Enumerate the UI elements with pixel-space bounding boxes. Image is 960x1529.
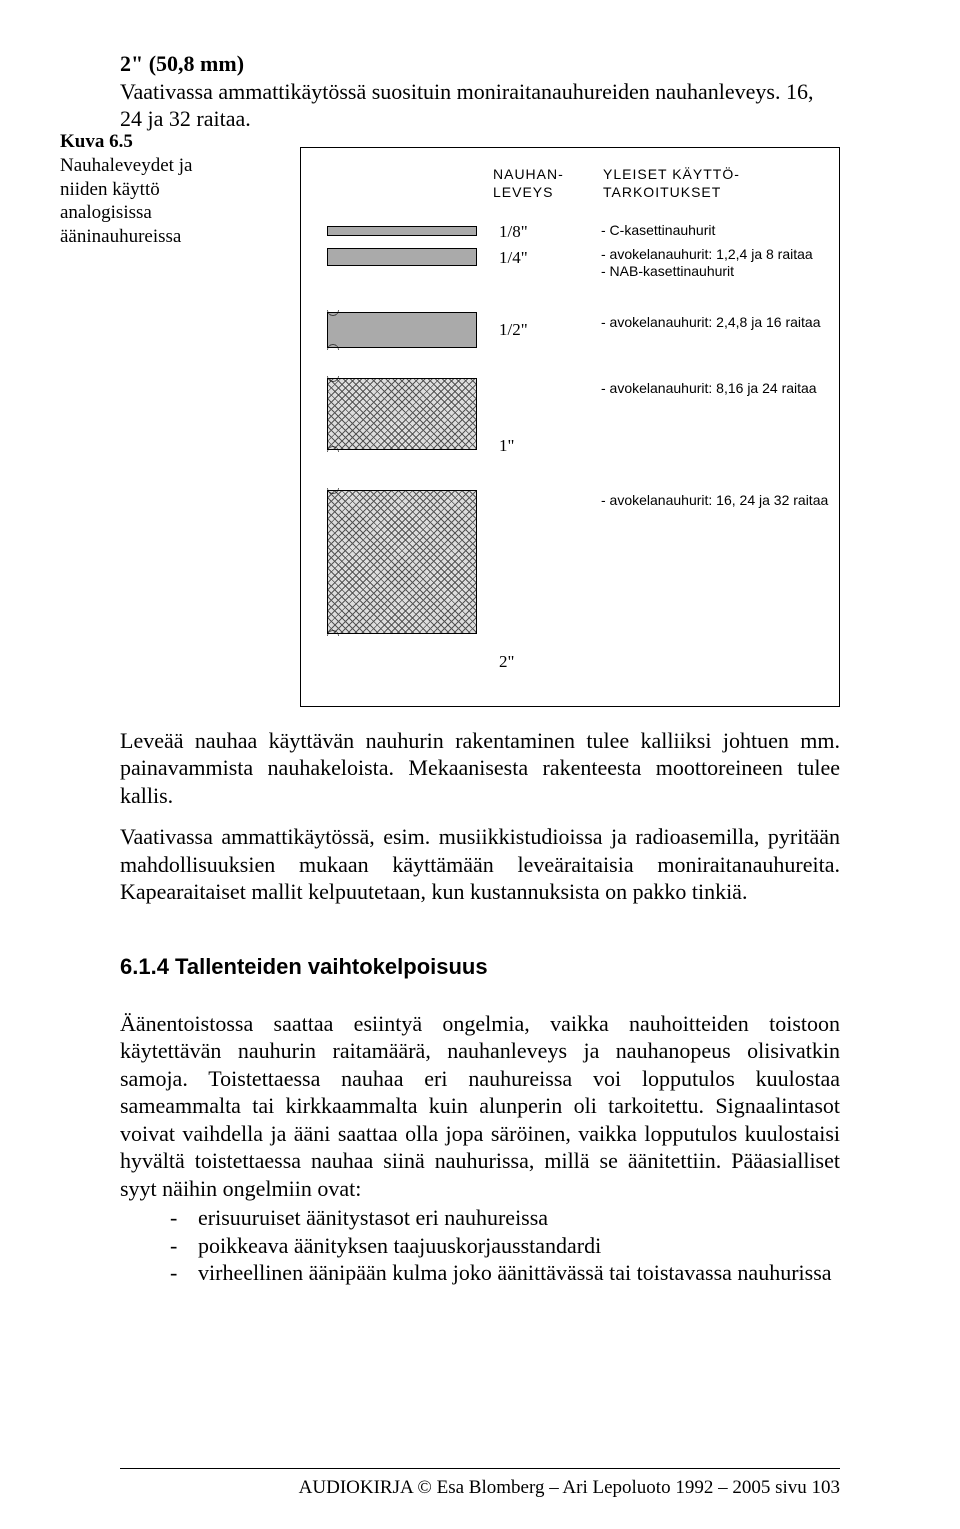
figure-caption-text: Nauhaleveydet ja niiden käyttö analogisi… [60, 155, 192, 247]
tape-desc: - avokelanauhurit: 2,4,8 ja 16 raitaa [601, 314, 820, 332]
footer-rule [120, 1468, 840, 1469]
list-item: poikkeava äänityksen taajuuskorjausstand… [170, 1232, 840, 1260]
tape-desc: - avokelanauhurit: 8,16 ja 24 raitaa [601, 380, 817, 398]
tape-strip [327, 226, 477, 236]
tape-size-label: 1/2" [499, 320, 528, 340]
list-item: virheellinen äänipään kulma joko äänittä… [170, 1259, 840, 1287]
tape-size-label: 2" [499, 652, 514, 672]
tape-strip [327, 248, 477, 266]
figure-col-header: LEVEYS [493, 184, 553, 200]
tape-desc: - C-kasettinauhurit [601, 222, 715, 240]
tape-widths-figure: NAUHAN- LEVEYS YLEISET KÄYTTÖ- TARKOITUK… [300, 147, 840, 707]
body-paragraph: Vaativassa ammattikäytössä, esim. musiik… [120, 823, 840, 906]
footer-text: AUDIOKIRJA © Esa Blomberg – Ari Lepoluot… [299, 1477, 840, 1499]
heading-title: 2" (50,8 mm) [120, 51, 244, 76]
figure-col-header: NAUHAN- [493, 166, 564, 182]
figure-col-header: YLEISET KÄYTTÖ- [603, 166, 740, 182]
tape-size-label: 1/8" [499, 222, 528, 242]
tape-strip [327, 378, 477, 450]
heading-block: 2" (50,8 mm) Vaativassa ammattikäytössä … [120, 50, 840, 133]
tape-size-label: 1" [499, 436, 514, 456]
tape-size-label: 1/4" [499, 248, 528, 268]
figure-caption: Kuva 6.5 Nauhaleveydet ja niiden käyttö … [60, 130, 240, 249]
heading-body: Vaativassa ammattikäytössä suosituin mon… [120, 79, 813, 132]
tape-desc: - avokelanauhurit: 16, 24 ja 32 raitaa [601, 492, 828, 510]
list-item: erisuuruiset äänitystasot eri nauhureiss… [170, 1204, 840, 1232]
tape-strip [327, 490, 477, 634]
figure-col-header: TARKOITUKSET [603, 184, 721, 200]
section-title: 6.1.4 Tallenteiden vaihtokelpoisuus [120, 954, 840, 980]
body-paragraph: Leveää nauhaa käyttävän nauhurin rakenta… [120, 727, 840, 810]
tape-desc: - avokelanauhurit: 1,2,4 ja 8 raitaa - N… [601, 246, 813, 281]
figure-caption-number: Kuva 6.5 [60, 131, 133, 152]
tape-strip [327, 312, 477, 348]
bullet-list: erisuuruiset äänitystasot eri nauhureiss… [120, 1204, 840, 1287]
body-paragraph: Äänentoistossa saattaa esiintyä ongelmia… [120, 1010, 840, 1203]
